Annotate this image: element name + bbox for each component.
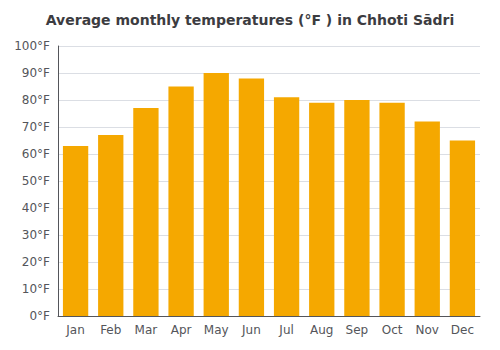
svg-text:May: May — [204, 323, 229, 337]
svg-text:Jun: Jun — [241, 323, 261, 337]
svg-text:Average monthly temperatures (: Average monthly temperatures (°F ) in Ch… — [46, 12, 454, 28]
svg-text:Jan: Jan — [65, 323, 85, 337]
svg-text:70°F: 70°F — [22, 120, 50, 134]
svg-text:30°F: 30°F — [22, 228, 50, 242]
svg-text:20°F: 20°F — [22, 255, 50, 269]
svg-text:80°F: 80°F — [22, 93, 50, 107]
svg-text:100°F: 100°F — [14, 39, 50, 53]
svg-text:Mar: Mar — [135, 323, 158, 337]
svg-text:Aug: Aug — [310, 323, 333, 337]
svg-text:Apr: Apr — [171, 323, 192, 337]
svg-text:50°F: 50°F — [22, 174, 50, 188]
svg-text:60°F: 60°F — [22, 147, 50, 161]
svg-text:10°F: 10°F — [22, 282, 50, 296]
svg-text:Nov: Nov — [416, 323, 439, 337]
svg-text:0°F: 0°F — [29, 309, 50, 323]
svg-text:Feb: Feb — [100, 323, 121, 337]
svg-text:90°F: 90°F — [22, 66, 50, 80]
svg-text:Dec: Dec — [451, 323, 474, 337]
svg-text:Oct: Oct — [382, 323, 403, 337]
svg-text:Jul: Jul — [278, 323, 293, 337]
svg-text:Sep: Sep — [346, 323, 369, 337]
svg-text:40°F: 40°F — [22, 201, 50, 215]
